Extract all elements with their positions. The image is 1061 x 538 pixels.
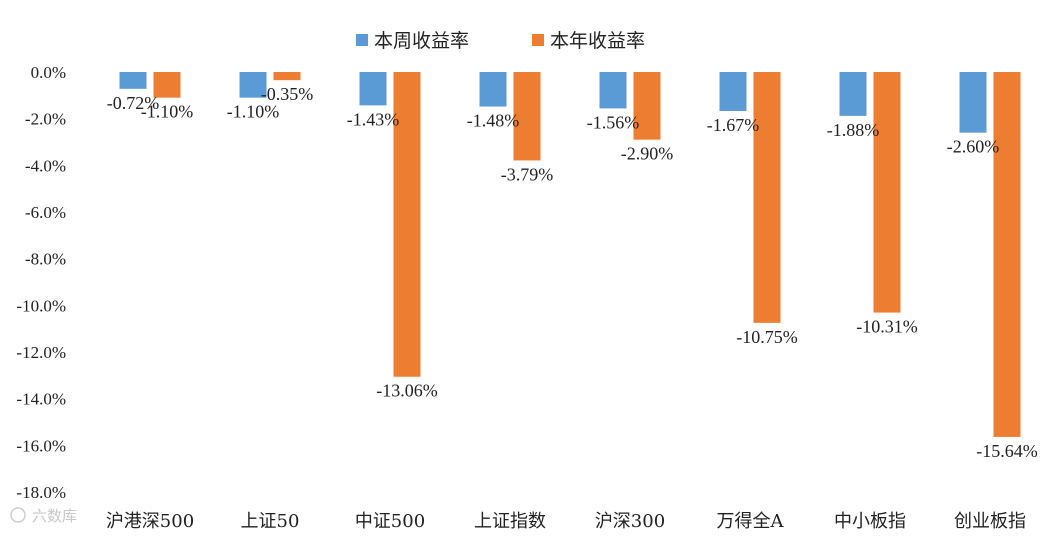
data-label: -2.60% [947,137,1000,157]
y-tick-label: -8.0% [25,250,66,269]
data-label: -1.88% [827,120,880,140]
legend-swatch [532,34,544,46]
bar-weekly [839,72,867,116]
bar-weekly [479,72,507,107]
data-labels: -0.72%-1.10% -1.10%-0.35%-1.43%-13.06%-1.… [107,84,1038,461]
y-tick-label: -18.0% [16,483,66,502]
y-tick-label: -16.0% [16,436,66,455]
data-label: -2.90% [621,144,674,164]
y-tick-label: -2.0% [25,110,66,129]
legend-label: 本年收益率 [550,30,645,52]
legend-label: 本周收益率 [374,30,469,52]
bar-weekly [599,72,627,109]
data-label: -1.48% [467,111,520,131]
legend-swatch [356,34,368,46]
x-tick-label: 上证50 [241,511,300,532]
x-tick-label: 沪港深500 [106,511,194,532]
watermark: 六数库 [10,507,77,525]
data-label: -10.75% [736,327,798,347]
watermark-text: 六数库 [32,507,77,525]
data-label: -1.56% [587,112,640,132]
data-label: -1.67% [707,115,760,135]
y-tick-label: -12.0% [16,343,66,362]
data-label: -15.64% [976,441,1038,461]
y-tick-label: -10.0% [16,296,66,315]
data-label: -0.35% [261,84,314,104]
data-label: -1.10% [227,102,280,122]
data-label: -1.43% [347,109,400,129]
bar-ytd [153,72,181,98]
bar-ytd [993,72,1021,437]
bars [119,72,1021,437]
legend: 本周收益率 本年收益率 [356,30,645,52]
x-tick-label: 中小板指 [834,511,906,532]
bar-weekly [359,72,387,106]
x-tick-label: 上证指数 [474,511,546,532]
data-label: -13.06% [376,381,438,401]
bar-ytd [633,72,661,140]
bar-ytd [393,72,421,377]
x-tick-label: 万得全A [717,511,785,532]
bar-ytd [513,72,541,161]
x-tick-label: 创业板指 [954,511,1026,532]
watermark-logo-icon [10,507,26,523]
bar-ytd [273,72,301,81]
bar-weekly [959,72,987,133]
bar-ytd [753,72,781,323]
y-axis: 0.0% -2.0% -4.0% -6.0% -8.0% -10.0% -12.0% -14.… [16,63,66,502]
x-axis: 沪港深500 上证50 中证500 上证指数 沪深300 万得全A 中小板指 创业板指 [106,511,1026,532]
bar-weekly [719,72,747,111]
x-tick-label: 沪深300 [595,511,665,532]
data-label: -3.79% [501,164,554,184]
data-label: -10.31% [856,317,918,337]
x-tick-label: 中证500 [355,511,425,532]
bar-ytd [873,72,901,313]
y-tick-label: 0.0% [31,63,66,82]
bar-weekly [239,72,267,98]
data-label: -0.72% [107,93,160,113]
y-tick-label: -4.0% [25,156,66,175]
data-label: -1.10% [141,102,194,122]
y-tick-label: -6.0% [25,203,66,222]
bar-weekly [119,72,147,89]
y-tick-label: -14.0% [16,390,66,409]
